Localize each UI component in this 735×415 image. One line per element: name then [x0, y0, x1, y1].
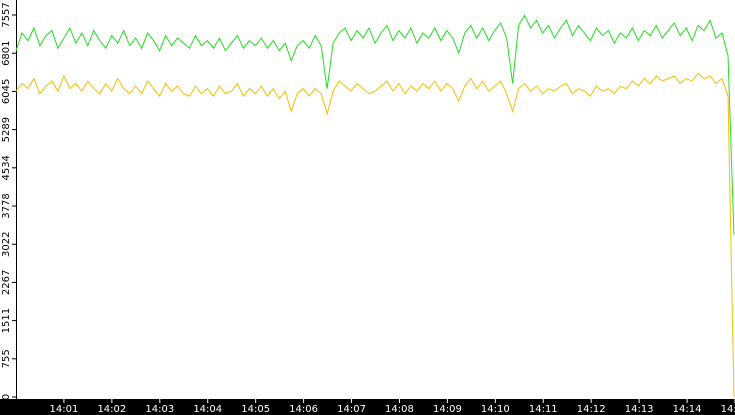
- x-tick-label: 14:12: [577, 404, 606, 415]
- x-tick-label: 14:14: [673, 404, 702, 415]
- y-tick-label: 4534: [1, 155, 12, 180]
- series-line: [15, 14, 735, 236]
- series-line: [15, 72, 735, 398]
- y-tick-label: 6801: [1, 40, 12, 65]
- y-tick-label: 1511: [1, 308, 12, 333]
- x-tick-label: 14:10: [481, 404, 510, 415]
- x-tick-label: 14:08: [385, 404, 414, 415]
- x-tick-label: 14:03: [145, 404, 174, 415]
- x-tick-label: 14:11: [529, 404, 558, 415]
- x-tick-label: 14:13: [625, 404, 654, 415]
- x-tick-label: 14:04: [193, 404, 222, 415]
- x-tick-label: 14:15: [721, 404, 735, 415]
- y-tick-label: 0: [1, 394, 12, 400]
- y-tick-label: 3778: [1, 193, 12, 218]
- x-tick-label: 14:07: [337, 404, 366, 415]
- x-tick-label: 14:01: [50, 404, 79, 415]
- y-tick-label: 755: [1, 349, 12, 368]
- y-tick-label: 2267: [1, 270, 12, 295]
- y-tick-label: 3022: [1, 232, 12, 257]
- x-axis-band: [0, 399, 735, 415]
- x-tick-label: 14:05: [241, 404, 270, 415]
- y-tick-label: 6045: [1, 79, 12, 104]
- x-tick-label: 14:09: [433, 404, 462, 415]
- x-tick-label: 14:02: [97, 404, 126, 415]
- y-tick-label: 7557: [1, 2, 12, 27]
- y-tick-label: 5289: [1, 117, 12, 142]
- x-tick-label: 14:06: [289, 404, 318, 415]
